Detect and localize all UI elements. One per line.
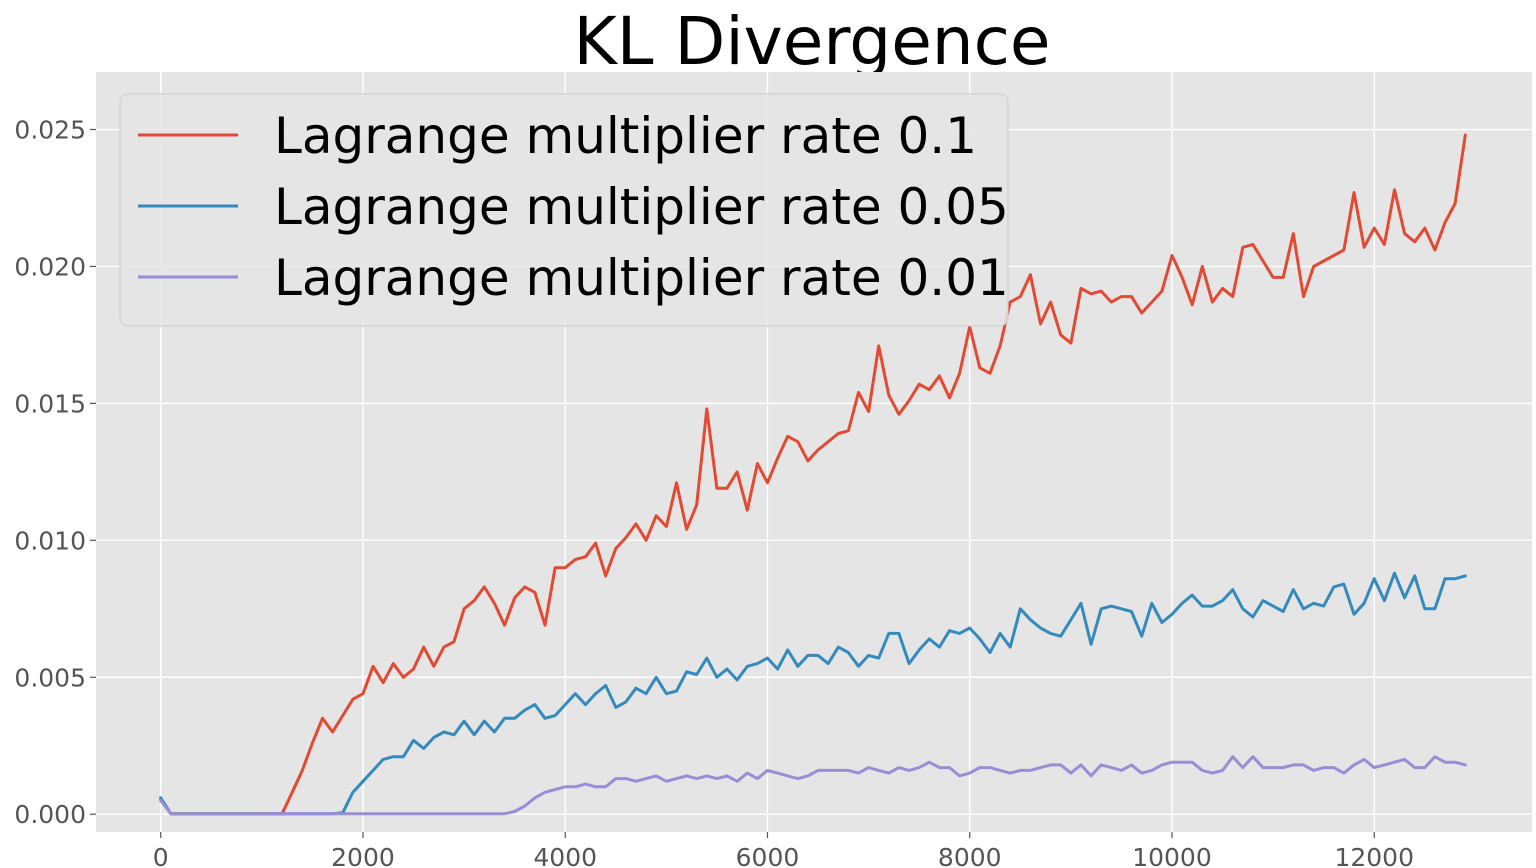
- y-tick-label: 0.005: [14, 663, 86, 692]
- x-tick-label: 6000: [736, 843, 800, 868]
- series-line-1: [159, 571, 1467, 816]
- x-tick-label: 12000: [1334, 843, 1414, 868]
- legend: Lagrange multiplier rate 0.1 Lagrange mul…: [119, 93, 1009, 327]
- y-axis-ticks: 0.000 0.005 0.010 0.015 0.020 0.025: [14, 116, 96, 829]
- legend-label-2: Lagrange multiplier rate 0.01: [274, 249, 1009, 307]
- y-tick-label: 0.000: [14, 800, 86, 829]
- series-line-2: [159, 755, 1467, 816]
- series-lines: [159, 133, 1467, 816]
- chart-title: KL Divergence: [573, 3, 1050, 80]
- x-tick-label: 2000: [331, 843, 395, 868]
- x-tick-label: 8000: [938, 843, 1002, 868]
- x-tick-label: 4000: [533, 843, 597, 868]
- y-tick-label: 0.010: [14, 526, 86, 555]
- legend-frame: [119, 93, 1009, 327]
- series-line-0: [159, 133, 1467, 816]
- legend-label-1: Lagrange multiplier rate 0.05: [274, 178, 1009, 236]
- y-tick-label: 0.020: [14, 252, 86, 281]
- y-tick-label: 0.015: [14, 389, 86, 418]
- x-axis-ticks: 0 2000 4000 6000 8000 10000 12000: [153, 832, 1414, 868]
- legend-label-0: Lagrange multiplier rate 0.1: [274, 107, 977, 165]
- y-tick-label: 0.025: [14, 116, 86, 145]
- x-tick-label: 0: [153, 843, 169, 868]
- x-tick-label: 10000: [1132, 843, 1212, 868]
